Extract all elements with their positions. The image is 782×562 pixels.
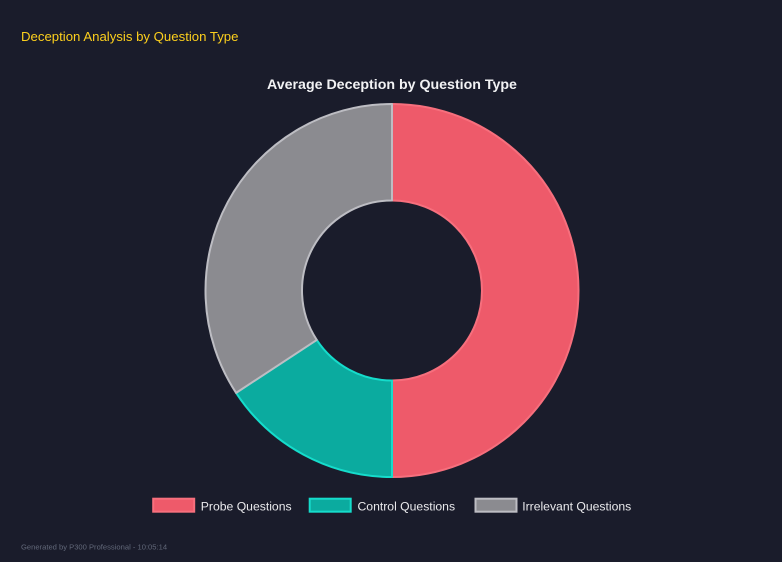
svg-text:Average Deception by Question: Average Deception by Question Type xyxy=(267,77,517,93)
svg-text:Irrelevant Questions: Irrelevant Questions xyxy=(522,499,631,513)
svg-text:Generated by P300 Professional: Generated by P300 Professional - 10:05:1… xyxy=(21,543,167,552)
svg-text:Probe Questions: Probe Questions xyxy=(201,499,292,513)
svg-text:Control Questions: Control Questions xyxy=(358,499,456,513)
svg-text:Deception Analysis by Question: Deception Analysis by Question Type xyxy=(21,29,238,44)
